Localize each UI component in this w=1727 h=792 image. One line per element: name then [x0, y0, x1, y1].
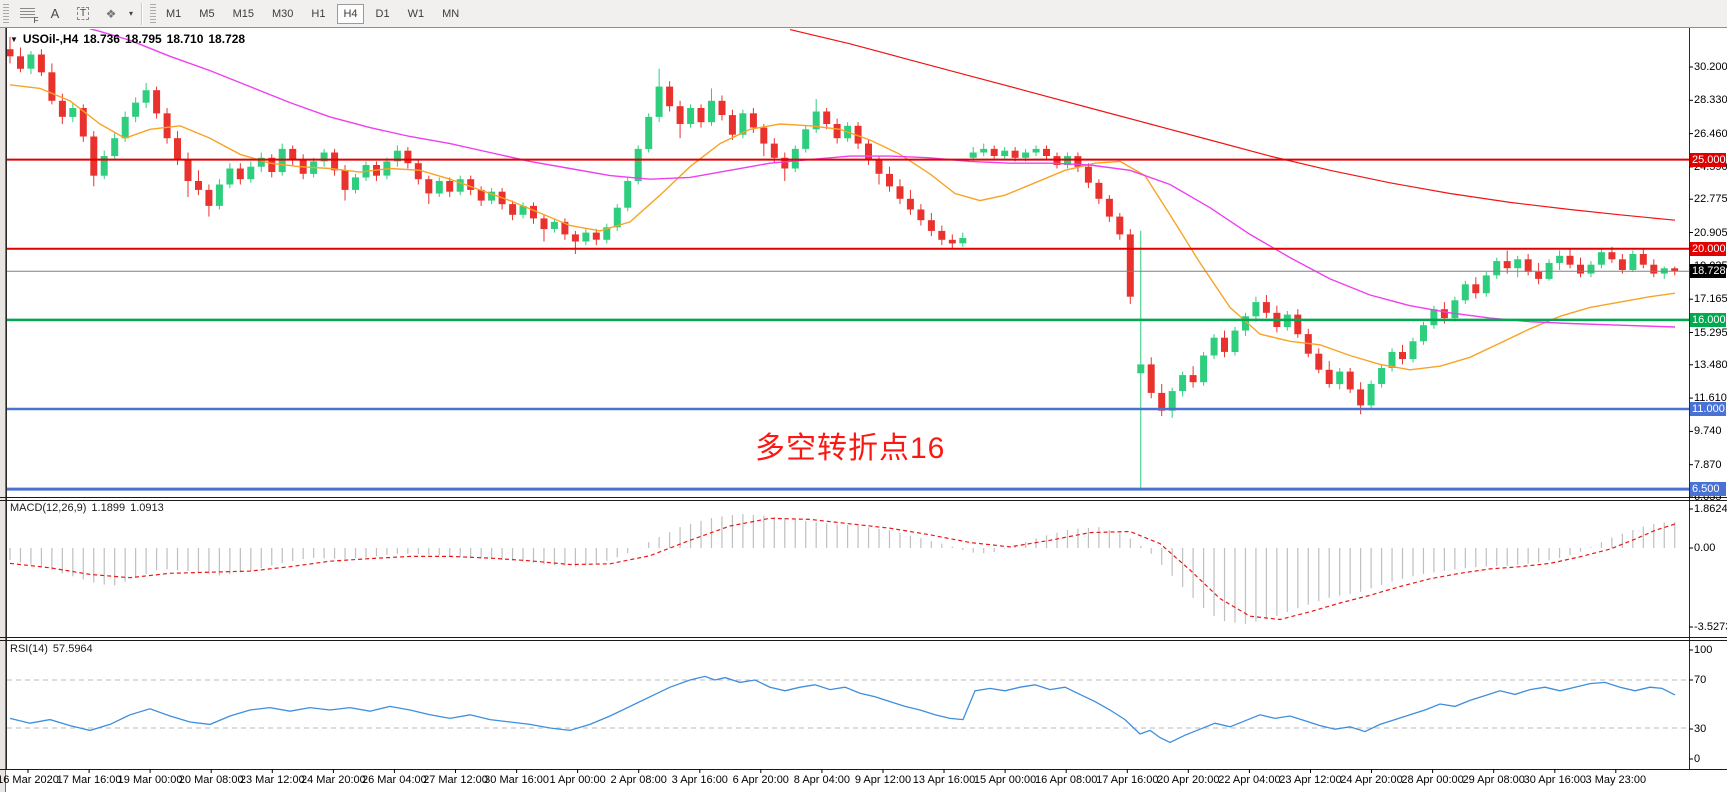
time-tick-label: 20 Apr 20:00 — [1157, 774, 1220, 786]
macd-signal-value: 1.0913 — [130, 502, 164, 514]
pane-separator[interactable] — [0, 640, 1727, 641]
price-tick-label: 7.870 — [1694, 458, 1722, 471]
ohlc-close: 18.728 — [208, 32, 246, 46]
macd-name: MACD(12,26,9) — [10, 502, 87, 514]
plot-left-border — [6, 28, 7, 769]
toolbar: F A T ❖ ▾ M1 M5 M15 M30 H1 H4 D1 W1 MN — [0, 0, 1727, 28]
rsi-tick-label: 30 — [1694, 723, 1707, 735]
price-tick-label: 30.200 — [1694, 61, 1727, 73]
toolbar-drag-handle[interactable] — [3, 3, 9, 24]
timeframe-m15-button[interactable]: M15 — [232, 7, 254, 20]
time-tick-label: 16 Apr 08:00 — [1034, 774, 1098, 786]
level-price-badge: 11.000 — [1690, 402, 1726, 416]
shapes-dropdown-button[interactable]: ▾ — [128, 9, 133, 18]
time-tick-label: 22 Apr 04:00 — [1218, 774, 1281, 786]
timeframe-m30-button[interactable]: M30 — [271, 7, 294, 20]
time-tick-label: 13 Apr 16:00 — [912, 774, 976, 786]
timeframe-mn-button[interactable]: MN — [442, 7, 460, 20]
macd-label: MACD(12,26,9) 1.1899 1.0913 — [10, 502, 164, 514]
chart-annotation-text: 多空转折点16 — [755, 432, 946, 465]
time-tick-label: 9 Apr 12:00 — [854, 774, 912, 786]
time-tick-label: 6 Apr 20:00 — [732, 774, 789, 786]
timeframe-w1-button[interactable]: W1 — [407, 7, 425, 20]
price-tick-label: 9.740 — [1694, 425, 1722, 438]
rsi-label: RSI(14) 57.5964 — [10, 643, 93, 655]
macd-tick-label: -3.5273 — [1694, 621, 1727, 633]
ohlc-low: 18.710 — [166, 32, 204, 46]
timeframe-h4-button[interactable]: H4 — [337, 3, 364, 24]
rsi-value: 57.5964 — [52, 643, 93, 655]
timeframe-drag-handle[interactable] — [150, 3, 156, 24]
timeframe-m5-button[interactable]: M5 — [199, 7, 215, 20]
time-tick-label: 16 Mar 2020 — [0, 774, 59, 786]
label-tool-button[interactable]: T — [69, 3, 97, 25]
time-tick-label: 15 Apr 00:00 — [973, 774, 1037, 786]
time-tick-label: 24 Apr 20:00 — [1340, 774, 1403, 786]
time-tick-label: 3 May 23:00 — [1585, 774, 1647, 786]
pane-separator[interactable] — [0, 500, 1727, 501]
time-axis-border — [0, 769, 1727, 770]
pane-separator[interactable] — [0, 637, 1727, 638]
time-tick-label: 1 Apr 00:00 — [549, 774, 606, 786]
fibonacci-grid-icon: F — [19, 7, 39, 25]
price-tick-label: 15.295 — [1694, 326, 1727, 339]
timeframe-m1-button[interactable]: M1 — [166, 7, 182, 20]
time-tick-label: 27 Mar 12:00 — [423, 774, 488, 786]
timeframe-group: M1 M5 M15 M30 H1 H4 D1 W1 MN — [160, 3, 465, 24]
text-a-icon: A — [50, 6, 60, 21]
time-tick-label: 2 Apr 08:00 — [610, 774, 667, 786]
shapes-icon: ❖ — [105, 6, 117, 21]
timeframe-h1-button[interactable]: H1 — [311, 7, 326, 20]
price-tick-label: 26.460 — [1694, 127, 1727, 140]
time-tick-label: 30 Apr 16:00 — [1523, 774, 1586, 786]
fibonacci-grid-tool-button[interactable]: F — [13, 3, 41, 25]
price-tick-label: 17.165 — [1694, 293, 1727, 306]
toolbar-separator — [141, 2, 143, 25]
rsi-tick-label: 0 — [1694, 753, 1701, 765]
chart-title: ▼ USOil-,H4 18.736 18.795 18.710 18.728 — [10, 32, 245, 46]
time-tick-label: 19 Mar 00:00 — [117, 774, 183, 786]
time-tick-label: 24 Mar 20:00 — [300, 774, 366, 786]
macd-tick-label: 1.8624 — [1694, 503, 1727, 515]
text-label-icon: T — [76, 7, 90, 20]
time-tick-label: 26 Mar 04:00 — [361, 774, 427, 786]
text-tool-button[interactable]: A — [41, 3, 69, 25]
ohlc-open: 18.736 — [83, 32, 120, 46]
rsi-tick-label: 70 — [1694, 674, 1707, 686]
pane-separator[interactable] — [0, 497, 1727, 498]
current-price-badge: 18.728 — [1690, 264, 1726, 279]
time-tick-label: 17 Mar 16:00 — [56, 774, 122, 786]
symbol-dropdown-icon[interactable]: ▼ — [10, 34, 18, 44]
rsi-tick-label: 100 — [1694, 644, 1713, 656]
symbol-label: USOil-,H4 — [22, 32, 79, 46]
ohlc-high: 18.795 — [124, 32, 162, 46]
timeframe-d1-button[interactable]: D1 — [375, 7, 390, 20]
time-tick-label: 28 Apr 00:00 — [1401, 774, 1464, 786]
time-tick-label: 23 Apr 12:00 — [1279, 774, 1342, 786]
window-left-edge — [0, 28, 6, 792]
shapes-tool-button[interactable]: ❖ — [97, 3, 125, 25]
rsi-name: RSI(14) — [10, 643, 48, 655]
level-price-badge: 6.500 — [1690, 482, 1726, 497]
time-tick-label: 29 Apr 08:00 — [1462, 774, 1525, 786]
time-tick-label: 8 Apr 04:00 — [793, 774, 851, 786]
price-tick-label: 13.480 — [1694, 358, 1727, 371]
macd-value: 1.1899 — [91, 502, 126, 514]
time-tick-label: 30 Mar 16:00 — [484, 774, 550, 786]
price-tick-label: 28.330 — [1694, 94, 1727, 107]
time-tick-label: 3 Apr 16:00 — [671, 774, 728, 786]
level-price-badge: 20.000 — [1690, 241, 1726, 256]
time-tick-label: 20 Mar 08:00 — [178, 774, 244, 786]
price-tick-label: 22.775 — [1694, 193, 1727, 206]
price-tick-label: 11.610 — [1694, 392, 1727, 405]
price-tick-label: 20.905 — [1694, 226, 1727, 239]
level-price-badge: 16.000 — [1690, 312, 1726, 327]
macd-tick-label: 0.00 — [1694, 542, 1716, 554]
time-tick-label: 23 Mar 12:00 — [239, 774, 305, 786]
level-price-badge: 25.000 — [1690, 152, 1726, 167]
time-tick-label: 17 Apr 16:00 — [1096, 774, 1159, 786]
